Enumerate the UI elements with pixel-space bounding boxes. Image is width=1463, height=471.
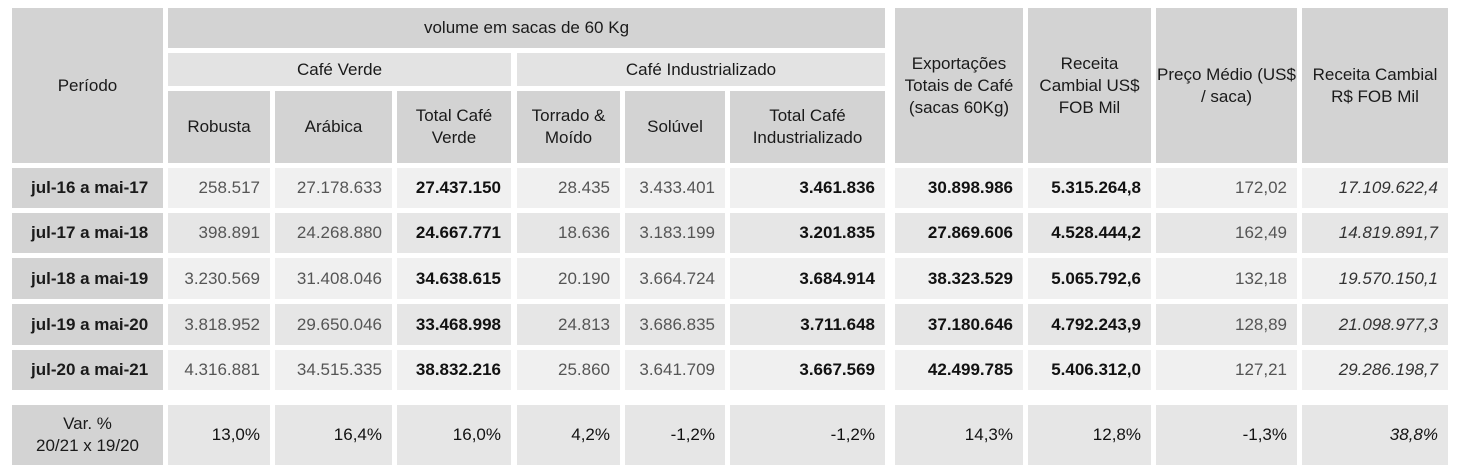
cell-soluvel: 3.664.724 <box>625 258 725 299</box>
cell-total-verde: 33.468.998 <box>397 304 511 345</box>
header-receita-usd: Receita Cambial US$ FOB Mil <box>1028 8 1151 163</box>
header-cafe-industrializado: Café Industrializado <box>517 53 885 86</box>
cell-robusta: 3.818.952 <box>168 304 270 345</box>
variation-label-line1: Var. % <box>63 414 112 433</box>
cell-total-ind: 3.684.914 <box>730 258 885 299</box>
cell-preco: 172,02 <box>1156 168 1297 208</box>
cell-receita-brl: 29.286.198,7 <box>1302 350 1448 390</box>
cell-torrado: 28.435 <box>517 168 620 208</box>
cell-exportacoes: 30.898.986 <box>895 168 1023 208</box>
cell-soluvel: 3.686.835 <box>625 304 725 345</box>
cell-receita-brl: 17.109.622,4 <box>1302 168 1448 208</box>
variation-arabica: 16,4% <box>275 405 392 465</box>
cell-robusta: 4.316.881 <box>168 350 270 390</box>
row-period-label: jul-19 a mai-20 <box>12 304 163 345</box>
cell-robusta: 3.230.569 <box>168 258 270 299</box>
header-receita-brl: Receita Cambial R$ FOB Mil <box>1302 8 1448 163</box>
cell-torrado: 20.190 <box>517 258 620 299</box>
row-period-label: jul-17 a mai-18 <box>12 213 163 253</box>
cell-torrado: 18.636 <box>517 213 620 253</box>
variation-torrado: 4,2% <box>517 405 620 465</box>
cell-soluvel: 3.433.401 <box>625 168 725 208</box>
cell-soluvel: 3.641.709 <box>625 350 725 390</box>
variation-receita-usd: 12,8% <box>1028 405 1151 465</box>
cell-arabica: 31.408.046 <box>275 258 392 299</box>
cell-receita-usd: 4.792.243,9 <box>1028 304 1151 345</box>
cell-total-verde: 24.667.771 <box>397 213 511 253</box>
cell-arabica: 24.268.880 <box>275 213 392 253</box>
cell-receita-brl: 19.570.150,1 <box>1302 258 1448 299</box>
header-cafe-verde: Café Verde <box>168 53 511 86</box>
header-periodo: Período <box>12 8 163 163</box>
row-period-label: jul-20 a mai-21 <box>12 350 163 390</box>
cell-receita-brl: 14.819.891,7 <box>1302 213 1448 253</box>
variation-preco: -1,3% <box>1156 405 1297 465</box>
header-total-ind: Total Café Industrializado <box>730 91 885 163</box>
cell-total-ind: 3.201.835 <box>730 213 885 253</box>
cell-exportacoes: 38.323.529 <box>895 258 1023 299</box>
row-period-label: jul-18 a mai-19 <box>12 258 163 299</box>
header-total-verde: Total Café Verde <box>397 91 511 163</box>
cell-exportacoes: 27.869.606 <box>895 213 1023 253</box>
header-preco-medio: Preço Médio (US$ / saca) <box>1156 8 1297 163</box>
cell-total-verde: 27.437.150 <box>397 168 511 208</box>
cell-preco: 127,21 <box>1156 350 1297 390</box>
cell-exportacoes: 42.499.785 <box>895 350 1023 390</box>
variation-receita-brl: 38,8% <box>1302 405 1448 465</box>
cell-preco: 162,49 <box>1156 213 1297 253</box>
cell-total-verde: 34.638.615 <box>397 258 511 299</box>
row-period-label: jul-16 a mai-17 <box>12 168 163 208</box>
cell-preco: 128,89 <box>1156 304 1297 345</box>
cell-receita-usd: 5.406.312,0 <box>1028 350 1151 390</box>
header-arabica: Arábica <box>275 91 392 163</box>
cell-robusta: 398.891 <box>168 213 270 253</box>
header-exportacoes: Exportações Totais de Café (sacas 60Kg) <box>895 8 1023 163</box>
cell-arabica: 34.515.335 <box>275 350 392 390</box>
variation-total-ind: -1,2% <box>730 405 885 465</box>
variation-label-line2: 20/21 x 19/20 <box>35 436 140 455</box>
cell-receita-usd: 5.065.792,6 <box>1028 258 1151 299</box>
header-volume-group: volume em sacas de 60 Kg <box>168 8 885 48</box>
cell-torrado: 24.813 <box>517 304 620 345</box>
cell-receita-usd: 4.528.444,2 <box>1028 213 1151 253</box>
cell-exportacoes: 37.180.646 <box>895 304 1023 345</box>
variation-label: Var. % 20/21 x 19/20 <box>12 405 163 465</box>
cell-preco: 132,18 <box>1156 258 1297 299</box>
variation-soluvel: -1,2% <box>625 405 725 465</box>
cell-total-ind: 3.711.648 <box>730 304 885 345</box>
header-soluvel: Solúvel <box>625 91 725 163</box>
cell-arabica: 27.178.633 <box>275 168 392 208</box>
cell-total-ind: 3.461.836 <box>730 168 885 208</box>
cell-receita-usd: 5.315.264,8 <box>1028 168 1151 208</box>
cell-receita-brl: 21.098.977,3 <box>1302 304 1448 345</box>
variation-exportacoes: 14,3% <box>895 405 1023 465</box>
cell-robusta: 258.517 <box>168 168 270 208</box>
cell-torrado: 25.860 <box>517 350 620 390</box>
variation-robusta: 13,0% <box>168 405 270 465</box>
cell-total-verde: 38.832.216 <box>397 350 511 390</box>
header-robusta: Robusta <box>168 91 270 163</box>
cell-arabica: 29.650.046 <box>275 304 392 345</box>
cell-soluvel: 3.183.199 <box>625 213 725 253</box>
header-torrado: Torrado & Moído <box>517 91 620 163</box>
variation-total-verde: 16,0% <box>397 405 511 465</box>
cell-total-ind: 3.667.569 <box>730 350 885 390</box>
